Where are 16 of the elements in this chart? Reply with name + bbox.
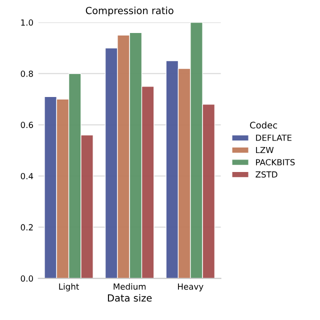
legend-label: LZW — [256, 146, 274, 154]
y-tick-label: 0.8 — [20, 70, 33, 77]
y-tick-label: 0.2 — [20, 224, 33, 230]
y-tick-label: 0.6 — [20, 122, 34, 128]
y-tick-label: 0.4 — [20, 172, 34, 180]
y-tick-label: 0.0 — [20, 275, 33, 282]
legend-label: ZSTD — [256, 171, 278, 178]
x-tick-label: Heavy — [178, 284, 204, 292]
x-tick-label: Light — [59, 283, 79, 292]
x-axis-title: Data size — [108, 294, 152, 302]
chart-title: Compression ratio — [86, 6, 174, 16]
legend-title: Codec — [250, 122, 278, 129]
y-tick-label: 1.0 — [21, 19, 33, 26]
legend-label: DEFLATE — [256, 134, 292, 141]
legend-label: PACKBITS — [256, 159, 295, 166]
x-tick-label: Medium — [114, 283, 146, 290]
